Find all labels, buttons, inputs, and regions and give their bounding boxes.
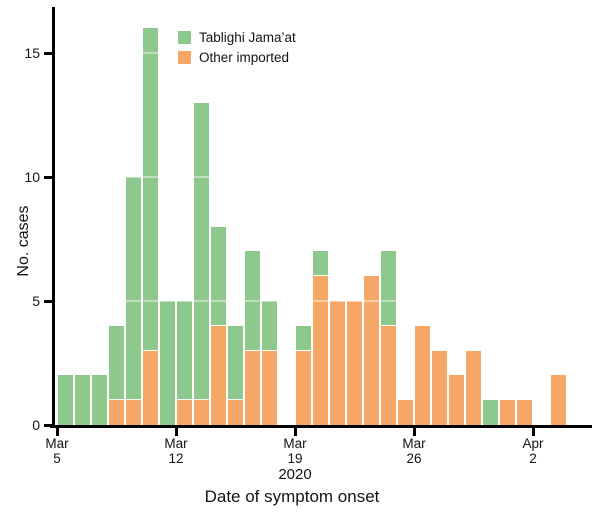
bar-segment-mar-6 [75, 375, 90, 425]
bar-segment-mar-22 [347, 301, 362, 425]
bar-segment-mar-24 [381, 325, 396, 425]
bar-segment-mar-19 [296, 325, 311, 351]
bar-segment-mar-20 [313, 276, 328, 425]
bar-segment-apr-1 [517, 400, 532, 425]
bar-segment-mar-8 [109, 400, 124, 425]
bar-segment-mar-27 [432, 350, 447, 425]
y-tick-0 [44, 423, 52, 427]
x-tick-mar-26 [412, 428, 416, 436]
bar-segment-mar-21 [330, 301, 345, 425]
bar-segment-mar-28 [449, 375, 464, 425]
x-axis-line [50, 425, 592, 428]
x-tick-mar-19 [293, 428, 297, 436]
bar-segment-mar-12 [177, 400, 192, 425]
bar-segment-mar-31 [500, 400, 515, 425]
x-tick-label-apr-2: Apr 2 [522, 436, 544, 466]
bar-segment-mar-26 [415, 325, 430, 425]
gridline-y5 [55, 300, 592, 302]
bar-segment-mar-11 [160, 301, 175, 425]
bar-segment-mar-13 [194, 400, 209, 425]
bar-segment-apr-3 [551, 375, 566, 425]
bar-segment-mar-12 [177, 301, 192, 401]
y-tick-15 [44, 51, 52, 55]
bar-segment-mar-14 [211, 325, 226, 425]
bar-segment-mar-20 [313, 251, 328, 277]
x-tick-label-mar-19: Mar 19 [283, 436, 307, 466]
bar-segment-mar-14 [211, 226, 226, 326]
bar-segment-mar-8 [109, 325, 124, 401]
x-tick-apr-2 [531, 428, 535, 436]
legend-swatch-icon [178, 51, 191, 64]
bar-segment-mar-25 [398, 400, 413, 425]
bar-segment-mar-15 [228, 325, 243, 401]
bar-segment-mar-5 [58, 375, 73, 425]
legend: Tablighi Jama’at Other imported [178, 30, 296, 70]
y-tick-label-15: 15 [24, 45, 40, 61]
legend-item-1: Other imported [178, 50, 296, 65]
bar-segment-mar-9 [126, 177, 141, 401]
legend-item-label: Other imported [199, 50, 290, 65]
bar-segment-mar-10 [143, 350, 158, 425]
gridline-y15 [55, 52, 592, 54]
bar-segment-mar-29 [466, 350, 481, 425]
x-axis-year-label: 2020 [278, 466, 312, 483]
y-tick-5 [44, 299, 52, 303]
y-tick-label-5: 5 [32, 293, 40, 309]
bar-segment-mar-15 [228, 400, 243, 425]
x-tick-mar-5 [55, 428, 59, 436]
bar-segment-mar-16 [245, 251, 260, 351]
gridline-y10 [55, 176, 592, 178]
y-tick-label-0: 0 [32, 417, 40, 433]
x-axis-title: Date of symptom onset [204, 487, 380, 506]
bar-segment-mar-30 [483, 400, 498, 425]
x-tick-mar-12 [174, 428, 178, 436]
bar-segment-mar-16 [245, 350, 260, 425]
y-tick-10 [44, 175, 52, 179]
bar-segment-mar-7 [92, 375, 107, 425]
bar-segment-mar-9 [126, 400, 141, 425]
bar-segment-mar-17 [262, 350, 277, 425]
bar-segment-mar-17 [262, 301, 277, 351]
bar-segment-mar-10 [143, 28, 158, 351]
bar-segment-mar-24 [381, 251, 396, 326]
x-tick-label-mar-26: Mar 26 [402, 436, 426, 466]
x-tick-label-mar-12: Mar 12 [164, 436, 188, 466]
legend-item-label: Tablighi Jama’at [199, 30, 296, 45]
y-tick-label-10: 10 [24, 169, 40, 185]
x-tick-label-mar-5: Mar 5 [45, 436, 69, 466]
bar-segment-mar-13 [194, 102, 209, 401]
legend-swatch-icon [178, 31, 191, 44]
y-axis-line [52, 7, 55, 428]
legend-item-0: Tablighi Jama’at [178, 30, 296, 45]
bar-segment-mar-19 [296, 350, 311, 425]
bar-segment-mar-23 [364, 276, 379, 425]
